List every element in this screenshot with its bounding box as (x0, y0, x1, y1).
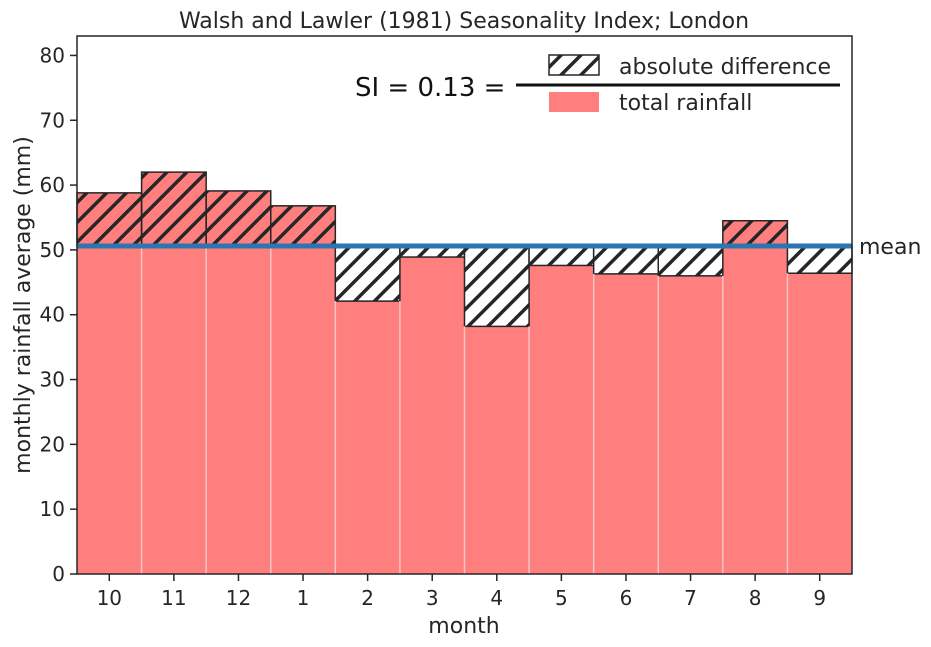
y-tick-label: 30 (40, 368, 65, 392)
chart-title: Walsh and Lawler (1981) Seasonality Inde… (179, 9, 749, 34)
y-axis: 0 10 20 30 40 50 60 70 80 (40, 43, 77, 586)
legend-swatch-rainfall (549, 92, 599, 112)
bar-month-9 (787, 273, 852, 574)
x-tick-label: 4 (490, 586, 503, 610)
x-tick-label: 3 (426, 586, 439, 610)
difference-above-10 (76, 192, 143, 247)
si-equation: SI = 0.13 = (355, 73, 505, 103)
y-axis-label: monthly rainfall average (mm) (11, 136, 36, 474)
x-tick-label: 6 (620, 586, 633, 610)
difference-below-5 (528, 245, 595, 267)
mean-label: mean (859, 235, 921, 260)
bar-month-7 (658, 275, 723, 574)
legend: SI = 0.13 = absolute difference total ra… (355, 54, 840, 116)
bar-month-4 (464, 326, 530, 574)
difference-below-4 (463, 245, 530, 328)
y-tick-label: 0 (52, 562, 65, 586)
x-tick-label: 2 (361, 586, 374, 610)
bar-month-1 (270, 205, 336, 574)
x-axis: 10 11 12 1 2 3 4 5 6 7 8 9 (97, 574, 826, 610)
plot-frame (76, 35, 853, 575)
y-tick-label: 20 (40, 432, 65, 456)
bar-month-8 (722, 220, 788, 575)
difference-below-9 (786, 245, 853, 274)
difference-above-8 (722, 219, 789, 247)
legend-swatch-difference (548, 54, 600, 76)
difference-below-7 (657, 245, 724, 277)
bar-month-5 (529, 265, 594, 574)
bar-month-6 (593, 273, 659, 574)
y-tick-label: 10 (40, 497, 65, 521)
y-tick-label: 60 (40, 173, 65, 197)
y-tick-label: 50 (40, 238, 65, 262)
x-axis-label: month (428, 614, 499, 639)
legend-label-difference: absolute difference (619, 55, 831, 80)
difference-below-2 (334, 245, 401, 302)
x-tick-label: 1 (297, 586, 310, 610)
y-tick-label: 70 (40, 108, 65, 132)
x-tick-label: 7 (684, 586, 697, 610)
y-tick-label: 80 (40, 43, 65, 67)
bar-separators (140, 246, 789, 574)
x-tick-label: 9 (813, 586, 826, 610)
legend-label-rainfall: total rainfall (619, 91, 752, 116)
bar-month-10 (77, 192, 142, 574)
difference-layer (76, 171, 853, 328)
difference-above-1 (270, 205, 337, 247)
x-tick-label: 5 (555, 586, 568, 610)
y-tick-label: 40 (40, 303, 65, 327)
difference-below-6 (592, 245, 660, 275)
bar-month-12 (206, 190, 271, 574)
bar-month-2 (335, 301, 400, 574)
x-tick-label: 11 (161, 586, 186, 610)
x-tick-label: 12 (226, 586, 251, 610)
x-tick-label: 10 (97, 586, 122, 610)
difference-above-11 (140, 171, 207, 247)
x-tick-label: 8 (749, 586, 762, 610)
difference-above-12 (205, 190, 272, 247)
bar-month-3 (399, 257, 465, 574)
